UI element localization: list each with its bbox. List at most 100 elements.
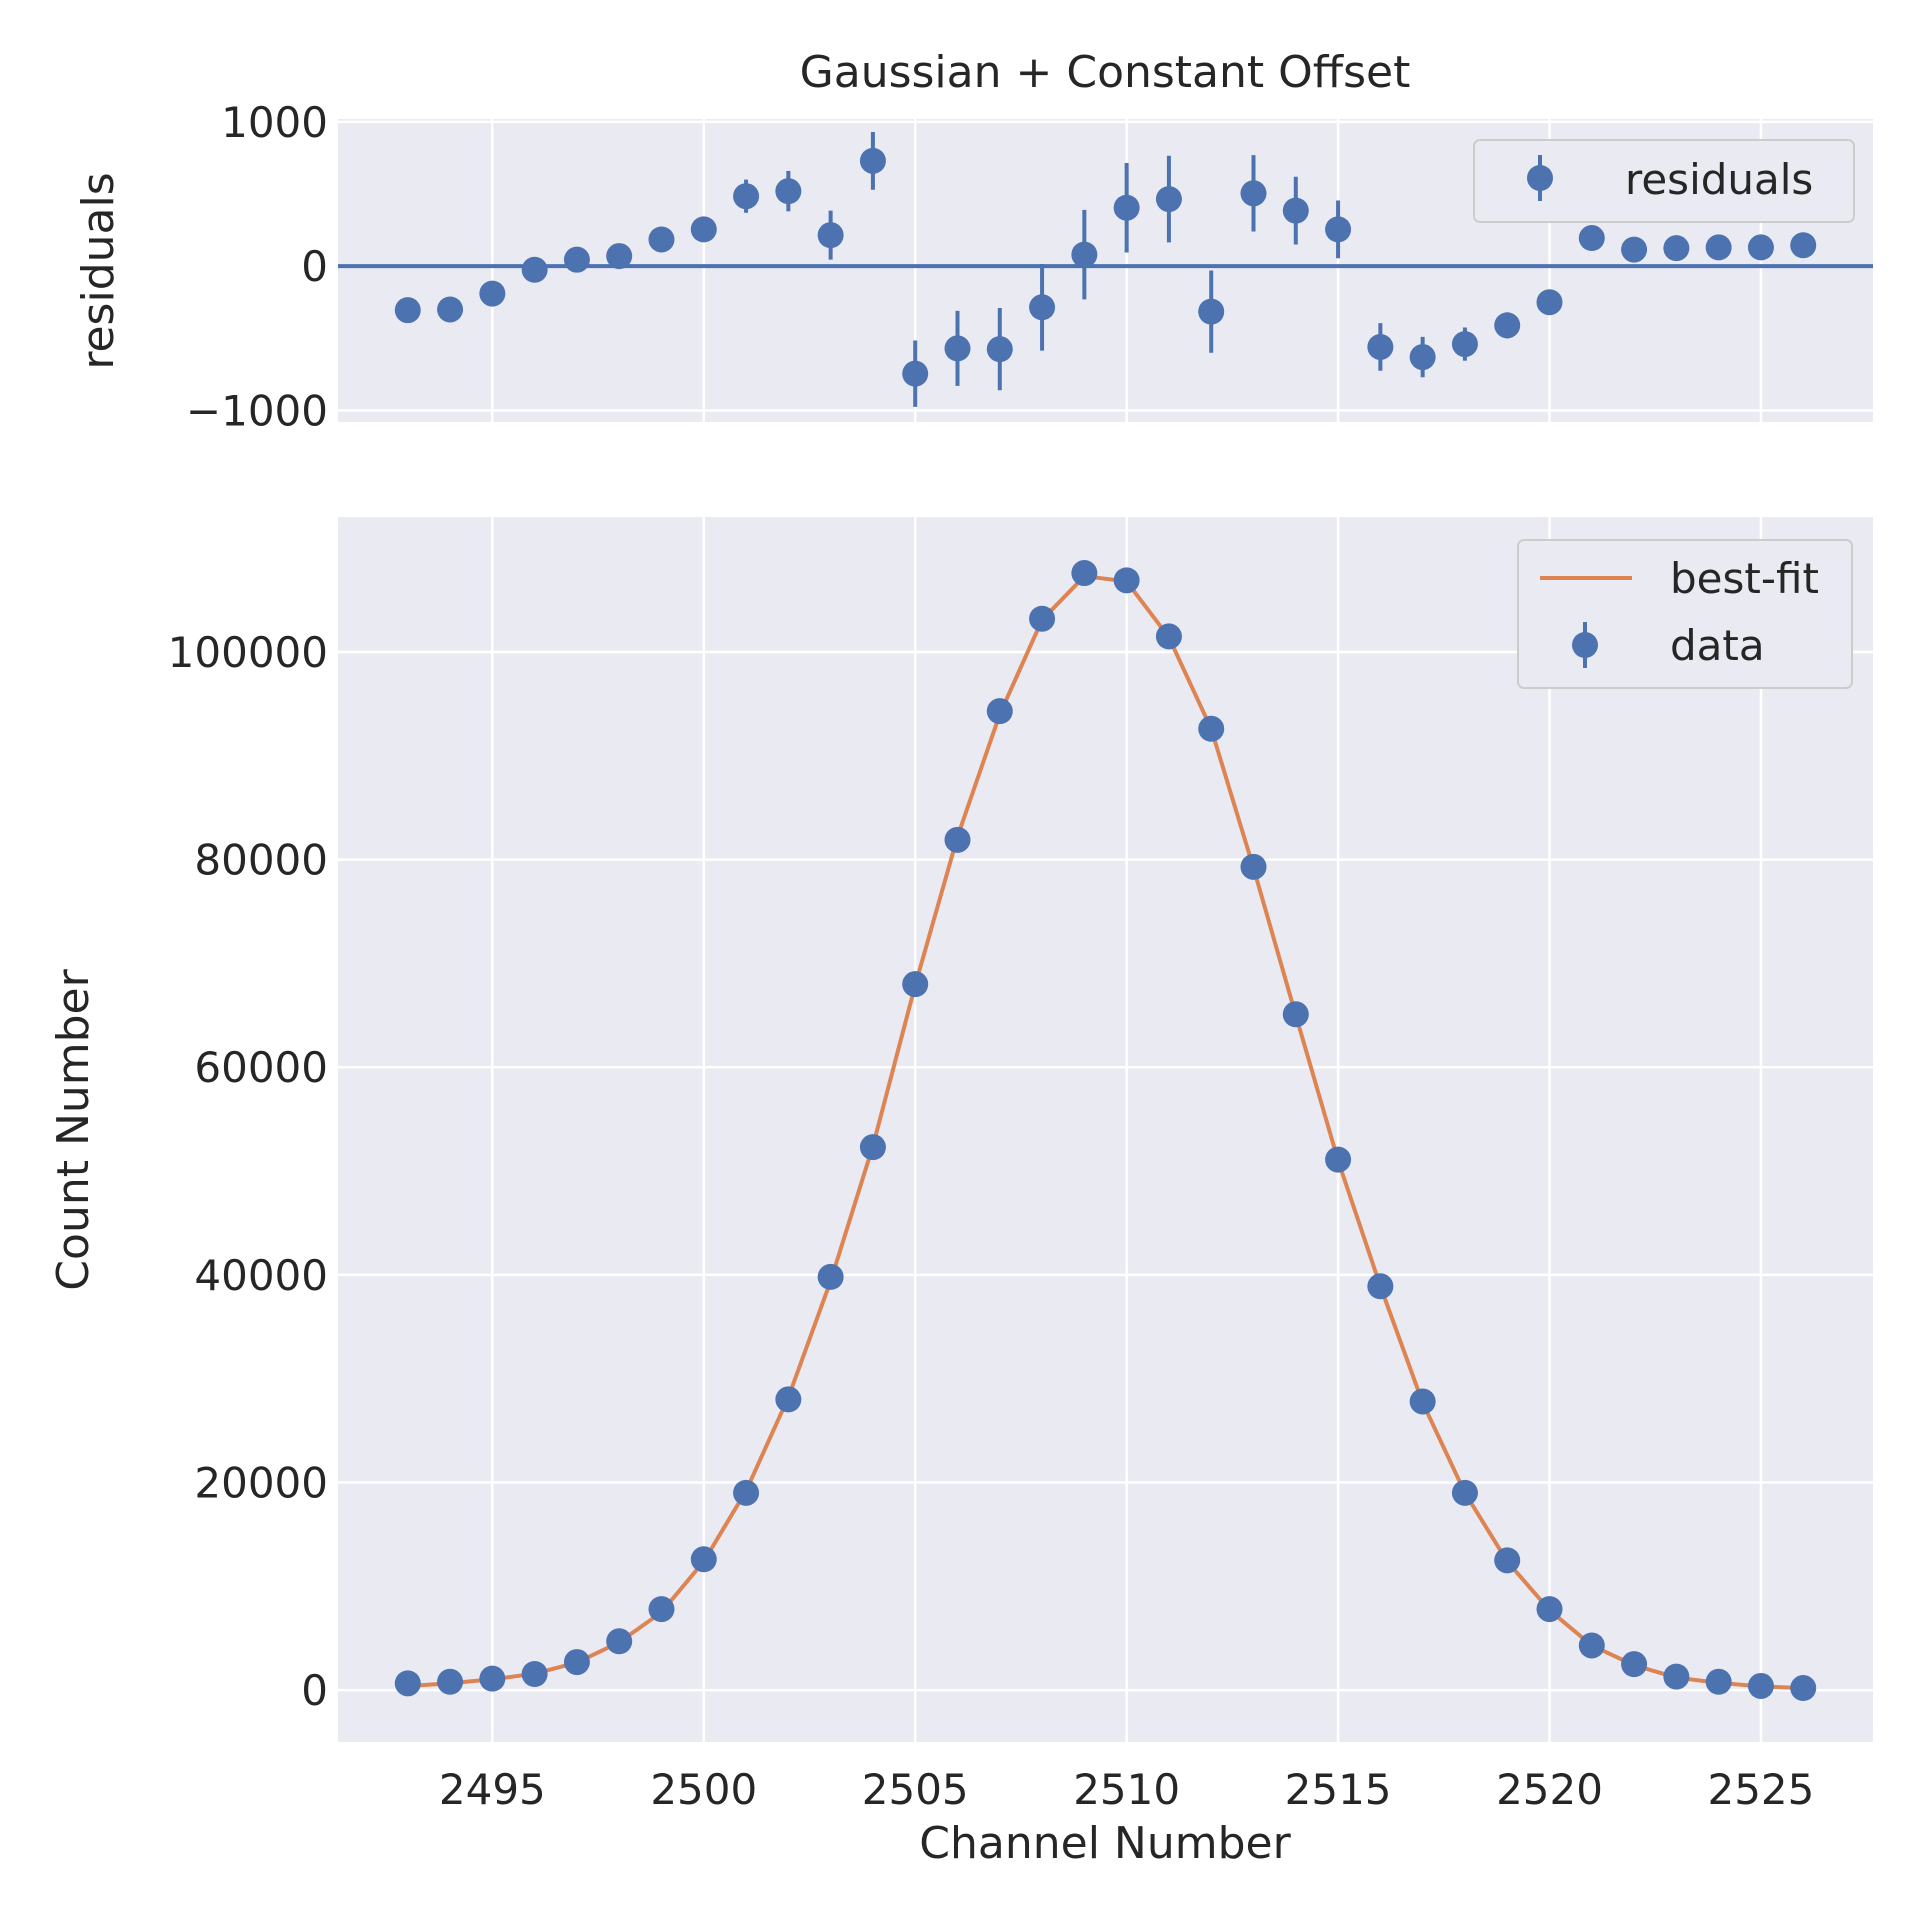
- data-point: [1578, 1632, 1605, 1659]
- residuals-y-tick-label: 1000: [221, 98, 328, 147]
- data-point: [1747, 1672, 1774, 1699]
- residuals-legend: residuals: [1473, 139, 1855, 223]
- data-point: [606, 1628, 633, 1655]
- residual-point: [437, 296, 464, 323]
- residual-point: [1747, 234, 1774, 261]
- data-point: [1536, 1596, 1563, 1623]
- counts-legend: best-fit data: [1517, 539, 1853, 689]
- data-point: [1705, 1668, 1732, 1695]
- residuals-legend-box: [1473, 139, 1855, 223]
- data-point: [479, 1665, 506, 1692]
- data-point: [1409, 1388, 1436, 1415]
- residual-point: [1409, 344, 1436, 371]
- counts-legend-data-label: data: [1670, 621, 1765, 670]
- residual-point: [1198, 298, 1225, 325]
- data-point: [648, 1596, 675, 1623]
- counts-x-tick-label: 2505: [862, 1765, 969, 1814]
- residuals-legend-label: residuals: [1625, 155, 1813, 204]
- residual-point: [1155, 186, 1182, 213]
- residual-point: [1113, 194, 1140, 221]
- data-point: [1325, 1146, 1352, 1173]
- data-point: [1198, 715, 1225, 742]
- counts-x-tick-label: 2495: [439, 1765, 546, 1814]
- residuals-legend-marker: [1527, 165, 1553, 191]
- data-point: [1071, 560, 1098, 587]
- residual-point: [944, 335, 971, 362]
- residual-point: [1240, 180, 1267, 207]
- counts-x-tick-label: 2525: [1707, 1765, 1814, 1814]
- residual-point: [1621, 236, 1648, 263]
- residuals-marks: [394, 131, 1817, 407]
- residual-point: [1325, 216, 1352, 243]
- residual-point: [1451, 331, 1478, 358]
- data-point: [1451, 1479, 1478, 1506]
- data-point: [1663, 1663, 1690, 1690]
- data-point: [394, 1670, 421, 1697]
- residual-point: [563, 246, 590, 273]
- residual-point: [733, 183, 760, 210]
- counts-x-tick-label: 2510: [1073, 1765, 1180, 1814]
- counts-y-tick-labels: 0 20000 40000 60000 80000 100000: [168, 628, 328, 1715]
- counts-x-axis-label: Channel Number: [919, 1818, 1291, 1869]
- residual-point: [394, 297, 421, 324]
- residuals-y-tick-label: −1000: [186, 386, 328, 435]
- residuals-title: Gaussian + Constant Offset: [800, 47, 1411, 98]
- residual-point: [1494, 312, 1521, 339]
- data-point: [1240, 853, 1267, 880]
- data-point: [944, 826, 971, 853]
- residual-point: [1705, 234, 1732, 261]
- counts-legend-fit-label: best-fit: [1670, 554, 1819, 603]
- residual-point: [1029, 294, 1056, 321]
- residual-point: [1367, 333, 1394, 360]
- residual-point: [902, 360, 929, 387]
- counts-x-tick-label: 2520: [1496, 1765, 1603, 1814]
- residual-point: [986, 336, 1013, 363]
- data-point: [902, 971, 929, 998]
- data-point: [690, 1546, 717, 1573]
- residual-point: [775, 178, 802, 205]
- data-point: [521, 1661, 548, 1688]
- data-point: [775, 1386, 802, 1413]
- data-point: [1494, 1547, 1521, 1574]
- residual-point: [648, 226, 675, 253]
- residual-point: [690, 216, 717, 243]
- residual-point: [1536, 289, 1563, 316]
- data-point: [1621, 1651, 1648, 1678]
- data-point: [437, 1668, 464, 1695]
- data-point: [1029, 605, 1056, 632]
- counts-x-tick-labels: 2495 2500 2505 2510 2515 2520 2525: [439, 1765, 1814, 1814]
- data-point: [733, 1479, 760, 1506]
- residual-point: [521, 256, 548, 283]
- counts-y-tick-label: 60000: [194, 1043, 328, 1092]
- best-fit-line: [407, 574, 1804, 1691]
- residuals-y-tick-labels: −1000 0 1000: [186, 98, 328, 436]
- counts-x-tick-label: 2500: [650, 1765, 757, 1814]
- data-point: [1282, 1001, 1309, 1028]
- residuals-y-tick-label: 0: [301, 242, 328, 291]
- data-point: [1113, 567, 1140, 594]
- residual-point: [1071, 241, 1098, 268]
- data-point: [986, 698, 1013, 725]
- residuals-y-axis-label: residuals: [73, 172, 124, 369]
- residual-point: [606, 243, 633, 270]
- counts-x-tick-label: 2515: [1285, 1765, 1392, 1814]
- residual-point: [1663, 235, 1690, 262]
- data-point: [859, 1134, 886, 1161]
- counts-panel: 0 20000 40000 60000 80000 100000 2495 2500 2505…: [48, 517, 1873, 1869]
- residual-point: [1578, 225, 1605, 252]
- counts-y-tick-label: 0: [301, 1666, 328, 1715]
- residuals-panel: −1000 0 1000 Gaussian + Constant Offset re…: [73, 47, 1873, 435]
- counts-y-tick-label: 40000: [194, 1251, 328, 1300]
- data-point: [1367, 1273, 1394, 1300]
- counts-plot-area: [338, 517, 1873, 1742]
- data-point: [1790, 1675, 1817, 1702]
- residual-point: [1282, 197, 1309, 224]
- residual-point: [479, 280, 506, 307]
- counts-y-tick-label: 80000: [194, 836, 328, 885]
- residual-point: [1790, 232, 1817, 259]
- counts-y-axis-label: Count Number: [48, 968, 99, 1290]
- data-point: [1155, 623, 1182, 650]
- counts-legend-data-marker: [1572, 632, 1598, 658]
- counts-y-tick-label: 20000: [194, 1458, 328, 1507]
